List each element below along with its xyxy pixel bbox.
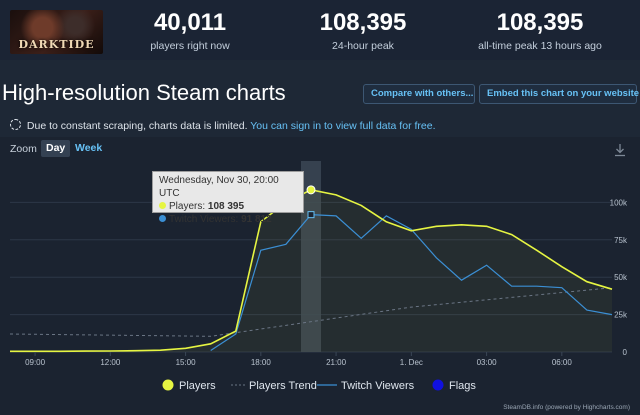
y-tick-label: 25k	[614, 311, 628, 320]
zoom-label: Zoom	[10, 143, 37, 155]
sign-in-link[interactable]: You can sign in to view full data for fr…	[250, 120, 436, 132]
compare-button[interactable]: Compare with others...	[363, 84, 475, 104]
x-tick-label: 15:00	[176, 358, 197, 367]
chart-tooltip: Wednesday, Nov 30, 20:00 UTC Players: 10…	[152, 171, 304, 225]
tooltip-twitch-row: Twitch Viewers: 91 812	[159, 213, 297, 226]
x-tick-label: 06:00	[552, 358, 573, 367]
twitch-viewers-line	[210, 213, 613, 352]
stat-label: 24-hour peak	[332, 40, 394, 52]
stat-label: all-time peak 13 hours ago	[478, 40, 602, 52]
x-tick-label: 09:00	[25, 358, 46, 367]
chart-panel: Zoom Day Week 0 25k 50k 75k 100k 09:00 12:00 15…	[0, 137, 640, 415]
legend-twitch-viewers-label[interactable]: Twitch Viewers	[341, 380, 415, 392]
players-trend-line	[9, 287, 613, 337]
twitch-dot-icon	[159, 215, 166, 222]
player-count-chart[interactable]: 0 25k 50k 75k 100k 09:00 12:00 15:00 18:00 21:00 1…	[0, 137, 640, 415]
chart-credit[interactable]: SteamDB.info (powered by Highcharts.com)	[503, 404, 630, 411]
legend-players-trend-label[interactable]: Players Trend	[249, 380, 317, 392]
stat-players-now: 40,011 players right now	[130, 9, 250, 53]
x-tick-label: 18:00	[251, 358, 272, 367]
tooltip-twitch-value: 91 812	[241, 214, 272, 225]
download-icon[interactable]	[612, 142, 628, 158]
embed-chart-button[interactable]: Embed this chart on your website	[479, 84, 639, 104]
notice-text: Due to constant scraping, charts data is…	[26, 120, 248, 132]
page-title: High-resolution Steam charts	[2, 80, 286, 105]
x-tick-label: 03:00	[477, 358, 498, 367]
y-tick-label: 75k	[614, 236, 628, 245]
data-limited-notice: Due to constant scraping, charts data is…	[10, 119, 436, 132]
stats-bar: DARKTIDE 40,011 players right now 108,39…	[0, 0, 640, 60]
game-logo[interactable]: DARKTIDE	[10, 10, 103, 54]
y-tick-label: 100k	[610, 198, 628, 207]
players-hover-point	[306, 185, 316, 195]
x-tick-label: 21:00	[326, 358, 347, 367]
stat-value: 108,395	[496, 9, 584, 36]
players-dot-icon	[159, 202, 166, 209]
x-tick-label: 1. Dec	[400, 358, 423, 367]
players-area	[10, 189, 612, 352]
tooltip-players-row: Players: 108 395	[159, 200, 297, 213]
tooltip-date: Wednesday, Nov 30, 20:00 UTC	[159, 175, 279, 199]
stat-value: 40,011	[153, 9, 227, 36]
tooltip-players-value: 108 395	[207, 201, 245, 212]
hover-band	[301, 161, 321, 352]
stat-24h-peak: 108,395 24-hour peak	[298, 9, 428, 53]
stat-label: players right now	[150, 40, 230, 52]
legend-players-icon[interactable]	[162, 379, 174, 391]
tooltip-twitch-label: Twitch Viewers:	[169, 214, 239, 225]
y-tick-label: 0	[623, 348, 628, 357]
x-tick-label: 12:00	[100, 358, 121, 367]
y-tick-label: 50k	[614, 273, 628, 282]
game-logo-text: DARKTIDE	[18, 38, 95, 51]
legend-players-label[interactable]: Players	[179, 380, 216, 392]
legend-flags-label[interactable]: Flags	[449, 380, 476, 392]
stat-value: 108,395	[319, 9, 407, 36]
zoom-week-button[interactable]: Week	[75, 142, 103, 154]
stat-all-time-peak: 108,395 all-time peak 13 hours ago	[470, 9, 610, 53]
zoom-day-button[interactable]: Day	[41, 140, 71, 157]
tooltip-players-label: Players:	[169, 201, 206, 212]
legend-flags-icon[interactable]	[432, 379, 444, 391]
loading-spinner-icon	[10, 119, 21, 130]
twitch-hover-point	[307, 211, 315, 219]
